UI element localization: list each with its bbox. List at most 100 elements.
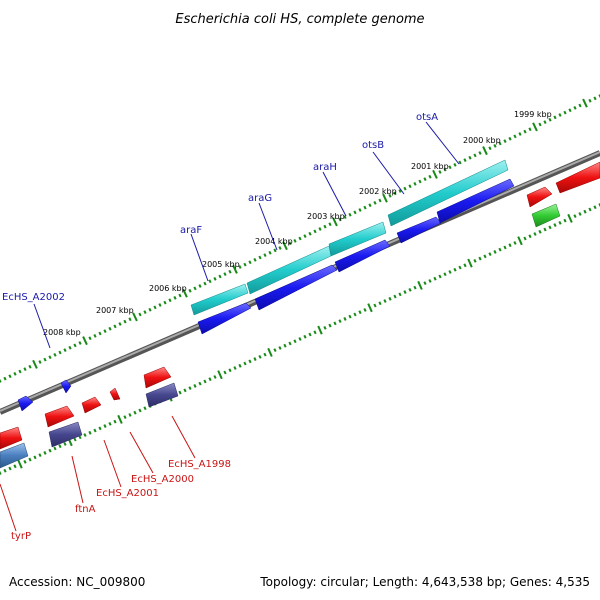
minor-tick [178,293,182,298]
leader-line [425,121,460,165]
minor-tick [498,247,502,252]
minor-tick [368,203,372,208]
gene-label-otsB[interactable]: otsB [362,140,384,151]
gene-feature-red[interactable] [109,387,121,401]
minor-tick [103,329,107,334]
minor-tick [43,450,47,455]
major-tick [182,288,188,298]
minor-tick [73,437,77,442]
scale-labels: 1999 kbp 2000 kbp 2001 kbp 2002 kbp 2003… [43,110,552,337]
minor-tick [453,162,457,167]
minor-tick [283,343,287,348]
minor-tick [388,193,392,198]
gene-label-EcHS_A2001[interactable]: EcHS_A2001 [96,488,159,499]
minor-tick [98,426,102,431]
gene-feature-green[interactable] [531,203,561,228]
minor-tick [323,325,327,330]
minor-tick [468,155,472,160]
gene-feature-blue[interactable] [436,178,515,224]
minor-tick [593,205,597,210]
minor-tick [348,212,352,217]
minor-tick [193,383,197,388]
minor-tick [458,265,462,270]
major-tick [32,359,38,369]
major-tick [267,347,273,357]
scale-label: 2006 kbp [149,284,187,293]
leader-line [171,415,196,459]
gene-feature-red[interactable] [555,161,600,194]
minor-tick [473,258,477,263]
gene-feature-blue[interactable] [17,395,34,412]
gene-label-tyrP[interactable]: tyrP [11,531,31,542]
gene-feature-red[interactable] [526,186,553,208]
minor-tick [78,435,82,440]
minor-tick [233,366,237,370]
major-tick [117,414,123,424]
minor-tick [423,281,427,286]
accession-text: Accession: NC_009800 [9,575,145,589]
minor-tick [0,471,2,475]
minor-tick [443,272,447,277]
minor-tick [398,292,402,297]
minor-tick [473,153,477,158]
minor-tick [563,110,567,115]
gene-feature-blue[interactable] [60,379,72,394]
minor-tick [388,296,392,301]
gene-feature-slate[interactable] [145,382,179,408]
minor-tick [463,158,467,163]
gene-feature-red[interactable] [0,426,23,450]
gene-label-araF[interactable]: araF [180,225,202,236]
minor-tick [273,348,277,353]
minor-tick [563,218,567,223]
minor-tick [123,415,127,420]
gene-label-ftnA[interactable]: ftnA [75,504,96,515]
gene-feature-blue[interactable] [197,302,252,335]
minor-tick [28,364,32,369]
minor-tick [288,241,292,246]
minor-tick [393,294,397,299]
minor-tick [58,350,62,355]
gene-label-EcHS_A2000[interactable]: EcHS_A2000 [131,474,194,485]
gene-feature-slate[interactable] [48,421,83,448]
minor-tick [203,379,207,384]
gene-feature-red[interactable] [81,396,102,414]
gene-feature-red[interactable] [143,366,172,389]
gene-feature-steel[interactable] [0,442,29,469]
minor-tick [33,455,37,460]
minor-tick [353,210,357,215]
gene-feature-blue[interactable] [254,264,338,311]
minor-tick [128,413,132,417]
minor-tick [103,424,107,429]
minor-tick [253,357,257,362]
minor-tick [438,274,442,279]
minor-tick [428,279,432,283]
gene-feature-red[interactable] [44,405,75,428]
gene-label-otsA[interactable]: otsA [416,112,438,123]
scale-label: 2003 kbp [307,212,345,221]
topology-text: Topology: circular; Length: 4,643,538 bp… [259,575,590,589]
major-tick [517,236,523,246]
gene-feature-cyan[interactable] [387,159,509,227]
minor-tick [118,322,122,326]
minor-tick [343,316,347,321]
minor-tick [558,220,562,225]
scale-label: 2008 kbp [43,328,81,337]
gene-label-EcHS_A1998[interactable]: EcHS_A1998 [168,459,231,470]
gene-feature-cyan[interactable] [190,283,249,316]
minor-tick [43,357,47,362]
minor-tick [8,466,12,471]
scale-label: 2007 kbp [96,306,134,315]
minor-tick [378,198,382,203]
gene-label-araG[interactable]: araG [248,193,272,204]
gene-feature-blue[interactable] [334,239,391,273]
minor-tick [23,367,27,372]
minor-tick [438,170,442,174]
gene-label-EcHS_A2002[interactable]: EcHS_A2002 [2,292,65,303]
minor-tick [543,120,547,125]
minor-tick [123,319,127,324]
gene-feature-blue[interactable] [396,216,442,244]
gene-label-araH[interactable]: araH [313,162,337,173]
gene-feature-cyan[interactable] [328,221,387,257]
minor-tick [553,223,557,228]
